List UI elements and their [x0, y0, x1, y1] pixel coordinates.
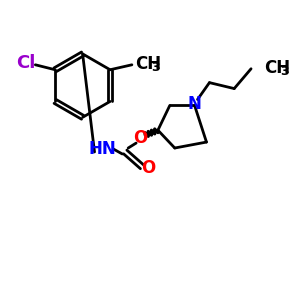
Text: O: O [141, 159, 155, 177]
Text: Cl: Cl [16, 54, 35, 72]
Text: CH: CH [264, 59, 290, 77]
Text: 3: 3 [280, 65, 288, 78]
Text: O: O [133, 129, 147, 147]
Text: HN: HN [88, 140, 116, 158]
Text: CH: CH [135, 55, 161, 73]
Text: 3: 3 [151, 61, 159, 74]
Text: N: N [188, 95, 202, 113]
